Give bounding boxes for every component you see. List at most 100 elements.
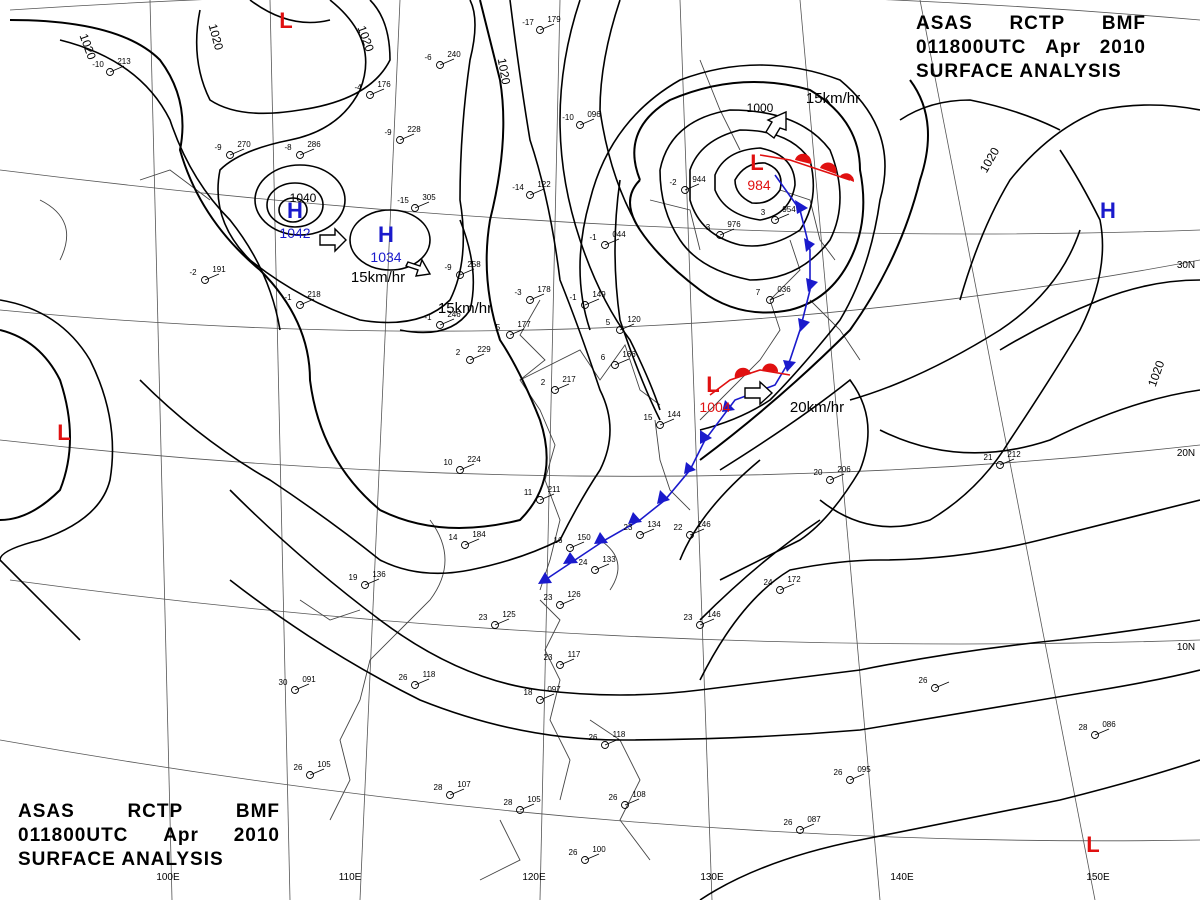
station-code: RCTP: [1009, 13, 1066, 34]
station-plot: 26 108: [609, 790, 646, 809]
station-plot: -9 258: [444, 260, 481, 279]
station-plot: 24 172: [764, 575, 801, 594]
product-code: ASAS: [916, 13, 973, 34]
wind-barb: [309, 768, 325, 776]
station-plot: -9 270: [214, 140, 251, 159]
latitude-label: 30N: [1177, 260, 1195, 271]
longitude-labels: 100E 110E 120E 130E 140E 150E: [156, 872, 1110, 883]
station-plot: -6 240: [424, 50, 461, 69]
station-plot: -1 044: [589, 230, 626, 249]
station-circle: [636, 531, 644, 539]
wind-barb: [639, 528, 655, 536]
station-plot: 28 086: [1079, 720, 1116, 739]
station-pressure: 224: [467, 455, 481, 464]
station-circle: [681, 186, 689, 194]
station-plot: 26 118: [589, 730, 626, 749]
wind-barb: [449, 788, 465, 796]
station-plot: 26 087: [784, 815, 821, 834]
station-pressure: 229: [477, 345, 491, 354]
longitude-label: 120E: [522, 872, 546, 883]
station-temperature: 6: [601, 353, 606, 362]
wind-barb: [399, 133, 415, 141]
station-pressure: 044: [612, 230, 626, 239]
title-block-top-right: ASAS RCTP BMF 011800UTC Apr 2010 SURFACE…: [916, 12, 1146, 84]
station-temperature: -1: [569, 293, 577, 302]
wind-barb: [554, 383, 570, 391]
station-plot: 26 100: [569, 845, 606, 864]
product-code: ASAS: [18, 801, 75, 822]
station-plot: 26 118: [399, 670, 436, 689]
station-plot: 22 146: [674, 520, 711, 539]
wind-barb: [529, 188, 545, 196]
wind-barb: [849, 773, 865, 781]
station-circle: [601, 241, 609, 249]
station-circle: [771, 216, 779, 224]
wind-barb: [684, 183, 700, 191]
station-pressure: 177: [517, 320, 531, 329]
wind-barb: [109, 65, 125, 73]
wind-barb: [614, 358, 630, 366]
wind-barb: [699, 618, 715, 626]
station-plot: -8 286: [284, 140, 321, 159]
valid-month: Apr: [1045, 37, 1081, 58]
station-pressure: 184: [472, 530, 486, 539]
station-temperature: -10: [562, 113, 574, 122]
station-circle: [506, 331, 514, 339]
station-circle: [616, 326, 624, 334]
station-pressure: 246: [447, 310, 461, 319]
station-temperature: 28: [1079, 723, 1088, 732]
station-circle: [621, 801, 629, 809]
station-pressure: 179: [547, 15, 561, 24]
station-temperature: 2: [541, 378, 546, 387]
station-temperature: 24: [764, 578, 773, 587]
station-temperature: 16: [554, 536, 563, 545]
wind-barb: [519, 803, 535, 811]
station-circle: [696, 621, 704, 629]
wind-barb: [414, 201, 430, 209]
station-plot: 26 105: [294, 760, 331, 779]
warm-front: [709, 153, 855, 396]
station-circle: [106, 68, 114, 76]
station-plot: -17 179: [522, 15, 561, 34]
station-pressure: 100: [592, 845, 606, 854]
isobar-label: 1000: [747, 101, 774, 115]
office-code: BMF: [1101, 13, 1146, 34]
station-temperature: 26: [784, 818, 793, 827]
station-pressure: 976: [727, 220, 741, 229]
station-plot: 21 212: [984, 450, 1021, 469]
station-circle: [581, 301, 589, 309]
wind-barb: [459, 463, 475, 471]
station-plot: 7 036: [756, 285, 791, 304]
station-circle: [411, 681, 419, 689]
station-temperature: 26: [569, 848, 578, 857]
station-temperature: 23: [544, 593, 553, 602]
station-circle: [1091, 731, 1099, 739]
station-temperature: 26: [294, 763, 303, 772]
station-circle: [366, 91, 374, 99]
station-circle: [436, 61, 444, 69]
station-plot: 23 125: [479, 610, 516, 629]
station-pressure: 118: [613, 730, 626, 739]
station-plot: 19 136: [349, 570, 386, 589]
station-circle: [601, 741, 609, 749]
station-plot: 18 097: [524, 685, 561, 704]
station-plot: 26 095: [834, 765, 871, 784]
station-temperature: -2: [189, 268, 197, 277]
wind-barb: [689, 528, 705, 536]
station-temperature: 28: [434, 783, 443, 792]
station-pressure: 217: [562, 375, 576, 384]
wind-barb: [559, 658, 575, 666]
station-pressure: 118: [423, 670, 436, 679]
chart-type: SURFACE ANALYSIS: [916, 61, 1122, 82]
station-temperature: 5: [606, 318, 611, 327]
high-center-letter: H: [378, 222, 394, 247]
station-pressure: 206: [837, 465, 851, 474]
station-temperature: -6: [424, 53, 432, 62]
station-temperature: 30: [279, 678, 288, 687]
station-circle: [536, 696, 544, 704]
station-circle: [766, 296, 774, 304]
station-circle: [996, 461, 1004, 469]
station-circle: [556, 601, 564, 609]
